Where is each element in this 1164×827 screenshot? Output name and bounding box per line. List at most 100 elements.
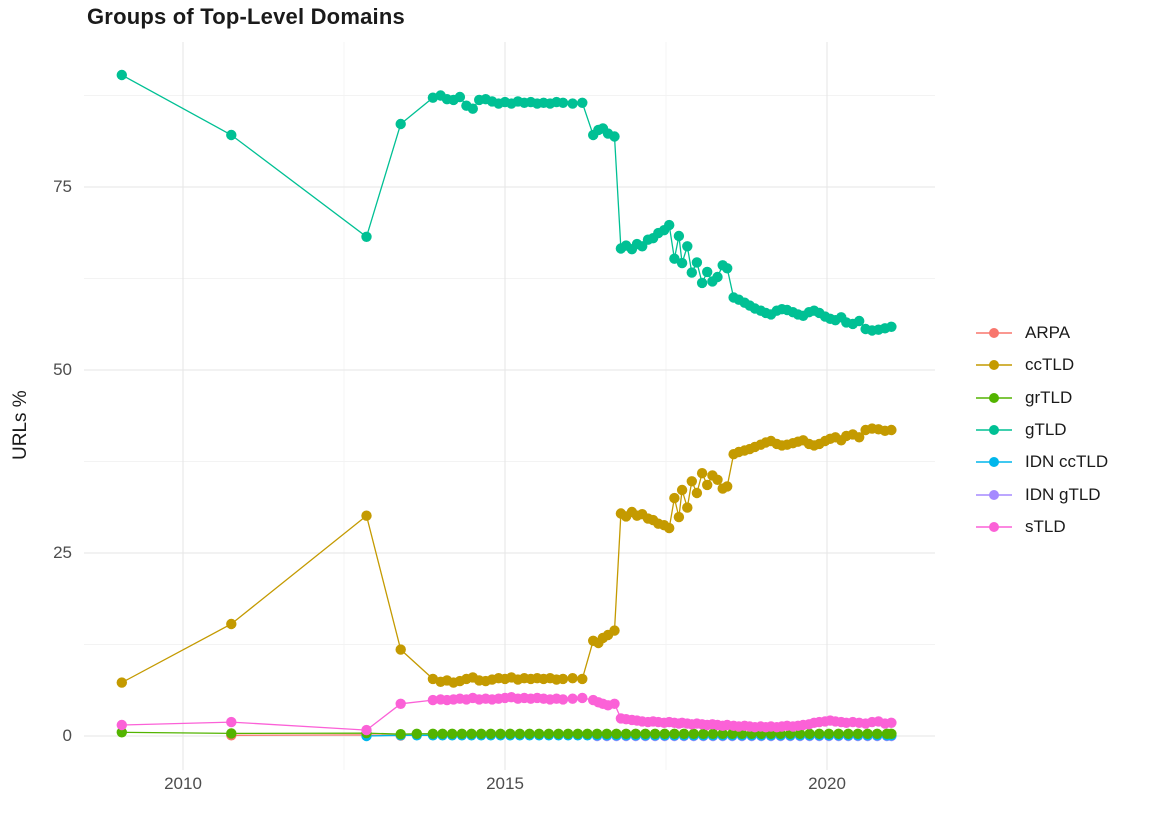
data-point-grtld bbox=[524, 728, 535, 739]
data-point-grtld bbox=[505, 728, 516, 739]
data-point-grtld bbox=[630, 728, 641, 739]
data-point-cctld bbox=[691, 487, 703, 499]
data-point-cctld bbox=[676, 484, 688, 496]
data-point-gtld bbox=[116, 69, 128, 81]
legend-key-icon bbox=[976, 521, 1012, 532]
data-point-cctld bbox=[696, 468, 708, 479]
data-point-grtld bbox=[872, 728, 883, 739]
data-point-cctld bbox=[567, 673, 578, 684]
data-point-grtld bbox=[582, 728, 593, 739]
data-point-grtld bbox=[572, 728, 583, 739]
data-point-stld bbox=[226, 716, 237, 728]
y-tick-label: 75 bbox=[53, 177, 72, 196]
data-point-stld bbox=[609, 698, 620, 709]
data-point-gtld bbox=[712, 271, 723, 283]
data-point-stld bbox=[577, 692, 588, 704]
data-point-grtld bbox=[678, 728, 690, 739]
data-point-gtld bbox=[467, 103, 478, 114]
legend-label: grTLD bbox=[1025, 387, 1073, 407]
chart-title: Groups of Top-Level Domains bbox=[87, 4, 405, 29]
data-point-grtld bbox=[411, 728, 422, 739]
data-point-gtld bbox=[673, 230, 685, 242]
data-point-grtld bbox=[611, 728, 622, 739]
data-point-gtld bbox=[454, 91, 466, 103]
data-point-cctld bbox=[116, 677, 128, 688]
data-point-cctld bbox=[686, 476, 697, 487]
legend-item-stld: sTLD bbox=[975, 516, 1066, 538]
data-point-grtld bbox=[717, 728, 728, 739]
data-point-gtld bbox=[676, 257, 688, 269]
data-point-grtld bbox=[447, 728, 458, 739]
data-point-grtld bbox=[456, 728, 468, 739]
data-point-cctld bbox=[886, 424, 897, 436]
data-point-cctld bbox=[682, 502, 693, 513]
data-point-grtld bbox=[727, 728, 738, 739]
data-point-cctld bbox=[609, 625, 620, 636]
data-point-gtld bbox=[361, 231, 372, 242]
y-tick-label: 25 bbox=[53, 543, 72, 562]
data-point-grtld bbox=[794, 728, 806, 739]
data-point-grtld bbox=[395, 729, 406, 740]
data-point-stld bbox=[427, 694, 439, 706]
data-point-grtld bbox=[485, 728, 496, 739]
legend-label: gTLD bbox=[1025, 419, 1067, 439]
data-point-grtld bbox=[116, 727, 128, 738]
data-point-gtld bbox=[226, 129, 237, 141]
data-point-grtld bbox=[437, 728, 448, 739]
data-point-grtld bbox=[476, 728, 487, 739]
data-point-gtld bbox=[395, 118, 406, 130]
data-point-gtld bbox=[557, 97, 569, 109]
data-point-grtld bbox=[640, 728, 651, 739]
legend-label: IDN gTLD bbox=[1025, 484, 1101, 504]
data-point-cctld bbox=[712, 474, 723, 485]
data-point-cctld bbox=[669, 492, 680, 504]
data-point-cctld bbox=[722, 481, 733, 492]
data-point-grtld bbox=[427, 728, 439, 739]
data-point-gtld bbox=[669, 253, 680, 264]
data-point-grtld bbox=[553, 728, 564, 739]
data-point-gtld bbox=[609, 131, 620, 142]
x-tick-label: 2020 bbox=[808, 774, 846, 793]
data-point-grtld bbox=[659, 728, 670, 739]
data-point-cctld bbox=[557, 673, 569, 685]
data-point-stld bbox=[567, 693, 578, 704]
y-tick-label: 50 bbox=[53, 360, 72, 379]
data-point-cctld bbox=[673, 511, 685, 523]
data-point-grtld bbox=[591, 728, 603, 739]
data-point-cctld bbox=[395, 644, 406, 655]
data-point-grtld bbox=[495, 728, 506, 739]
legend-key-icon bbox=[976, 489, 1012, 500]
data-point-gtld bbox=[722, 263, 733, 274]
legend-label: IDN ccTLD bbox=[1025, 452, 1109, 472]
data-point-grtld bbox=[543, 728, 554, 739]
legend-key-icon bbox=[976, 457, 1012, 468]
data-point-cctld bbox=[664, 522, 675, 534]
legend-key-icon bbox=[976, 392, 1012, 403]
data-point-grtld bbox=[804, 728, 815, 739]
legend-key-icon bbox=[976, 424, 1012, 435]
data-point-grtld bbox=[562, 728, 574, 739]
legend-key-icon bbox=[976, 328, 1012, 338]
data-point-grtld bbox=[533, 728, 545, 739]
data-point-grtld bbox=[620, 728, 632, 739]
data-point-grtld bbox=[466, 728, 477, 739]
legend-item-gtld: gTLD bbox=[975, 419, 1067, 441]
data-point-grtld bbox=[823, 728, 835, 739]
data-point-gtld bbox=[682, 241, 693, 252]
legend-item-grtld: grTLD bbox=[975, 387, 1072, 409]
data-point-grtld bbox=[669, 728, 680, 739]
series-line-gtld bbox=[121, 74, 892, 332]
data-point-grtld bbox=[843, 728, 854, 739]
data-point-cctld bbox=[854, 432, 865, 443]
x-tick-label: 2010 bbox=[164, 774, 202, 793]
data-point-gtld bbox=[577, 97, 588, 109]
data-point-gtld bbox=[702, 266, 713, 278]
data-point-gtld bbox=[696, 277, 708, 289]
data-point-cctld bbox=[577, 673, 588, 685]
data-point-grtld bbox=[601, 728, 612, 739]
data-point-stld bbox=[557, 694, 569, 705]
data-point-grtld bbox=[814, 728, 825, 739]
data-point-grtld bbox=[688, 728, 699, 739]
data-point-stld bbox=[886, 717, 897, 728]
